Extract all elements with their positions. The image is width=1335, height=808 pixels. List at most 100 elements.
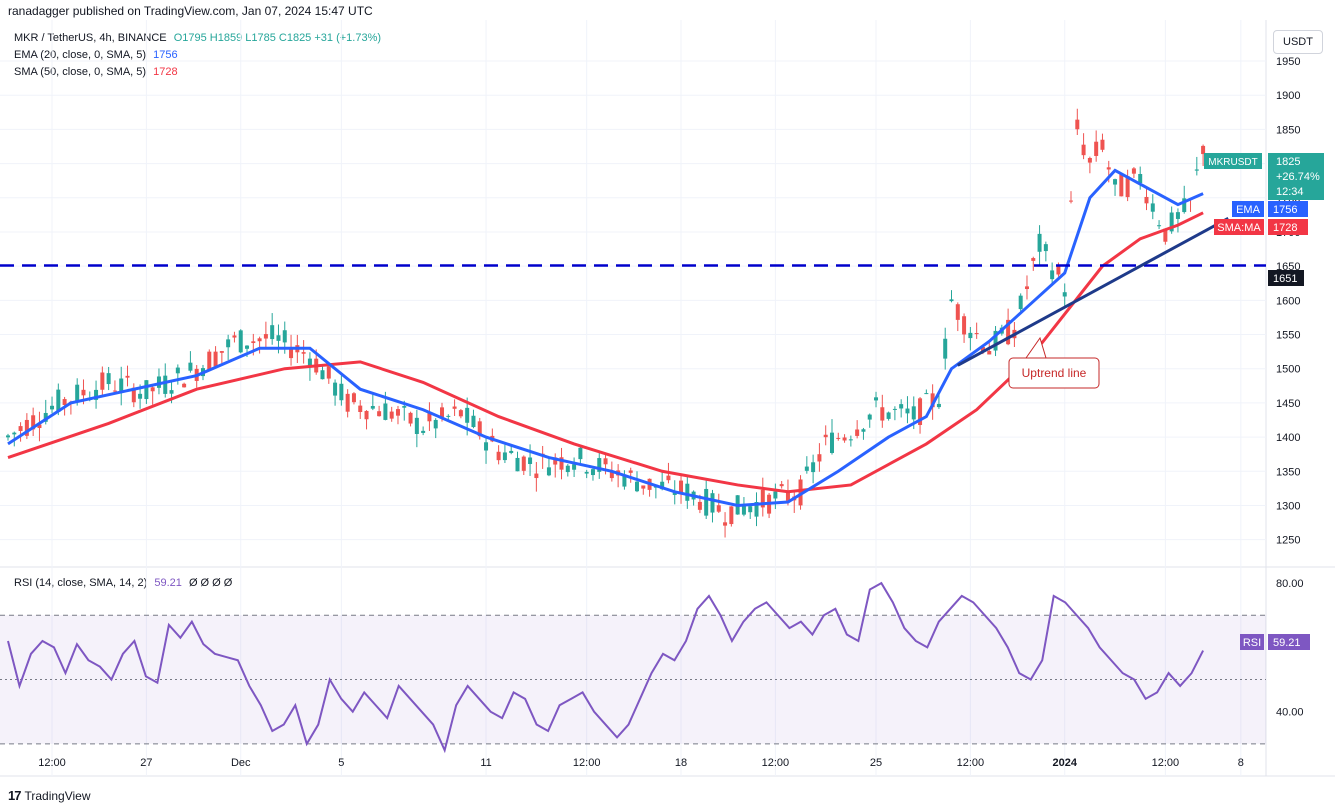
candle-body xyxy=(138,393,143,399)
candle xyxy=(1182,185,1187,214)
candle xyxy=(597,451,602,479)
candle-body xyxy=(24,419,29,436)
candle xyxy=(1169,206,1174,234)
candle-body xyxy=(389,411,394,419)
candle xyxy=(333,379,338,406)
candle-body xyxy=(1075,119,1080,130)
candle xyxy=(855,420,860,439)
candle xyxy=(1087,156,1092,174)
candle-body xyxy=(1175,212,1180,219)
candle xyxy=(207,349,212,370)
candle xyxy=(232,331,237,343)
candle-body xyxy=(980,347,985,352)
candle-body xyxy=(395,409,400,416)
candle-body xyxy=(603,458,608,465)
candle xyxy=(968,326,973,351)
candle-body xyxy=(924,393,929,395)
candle-body xyxy=(572,464,577,470)
candle-body xyxy=(848,439,853,441)
candle xyxy=(798,475,803,510)
candle xyxy=(616,464,621,488)
candle-body xyxy=(106,373,111,385)
candle-body xyxy=(1018,295,1023,310)
uptrend-callout[interactable]: Uptrend line xyxy=(1008,336,1100,389)
tradingview-mark-icon: 17 xyxy=(8,788,22,803)
level-tag-value: 1651 xyxy=(1273,273,1297,285)
candle-body xyxy=(188,362,193,371)
rsi-axis[interactable]: 40.00 80.00 xyxy=(1276,578,1304,719)
candle-body xyxy=(1201,145,1206,155)
candle-body xyxy=(471,415,476,428)
candle xyxy=(867,413,872,428)
candle-body xyxy=(590,469,595,476)
rsi-tag: RSI 59.21 xyxy=(1240,634,1310,650)
candle-body xyxy=(477,421,482,437)
candle-body xyxy=(559,457,564,470)
candle xyxy=(1075,108,1080,135)
uptrend-line[interactable] xyxy=(957,216,1229,367)
candle-body xyxy=(760,489,765,508)
uptrend-label: Uptrend line xyxy=(1022,366,1087,380)
tradingview-logo[interactable]: 17 TradingView xyxy=(8,788,91,803)
candle xyxy=(578,446,583,464)
candle xyxy=(817,443,822,472)
candle-body xyxy=(679,480,684,493)
candle-body xyxy=(56,389,61,412)
ema-legend[interactable]: EMA (20, close, 0, SMA, 5) 1756 xyxy=(14,49,178,61)
candle-body xyxy=(458,410,463,417)
candle-body xyxy=(723,522,728,526)
candle-body xyxy=(12,432,17,435)
candle-body xyxy=(1037,233,1042,252)
candle xyxy=(955,302,960,332)
candle xyxy=(628,467,633,483)
candle xyxy=(37,411,42,442)
candle-body xyxy=(578,447,583,460)
candle xyxy=(263,321,268,348)
candle-body xyxy=(351,393,356,403)
candle-body xyxy=(672,492,677,495)
candle xyxy=(119,366,124,406)
candle xyxy=(502,444,507,464)
currency-button[interactable]: USDT xyxy=(1273,30,1323,54)
rsi-tick-label: 80.00 xyxy=(1276,578,1304,590)
candle-body xyxy=(962,316,967,335)
candle-body xyxy=(666,475,671,481)
time-axis[interactable]: 12:00 27 Dec 5 11 12:00 18 12:00 25 12:00 2024 12:0… xyxy=(38,757,1244,769)
candle-body xyxy=(440,407,445,418)
candle xyxy=(553,453,558,478)
candle-body xyxy=(1125,176,1130,198)
level-tag: 1651 xyxy=(1268,270,1304,286)
candle-body xyxy=(899,404,904,409)
time-tick-label: 2024 xyxy=(1052,757,1077,769)
candle-body xyxy=(1113,179,1118,185)
candle-body xyxy=(817,454,822,462)
candle xyxy=(1043,241,1048,262)
candles xyxy=(6,108,1206,538)
candle xyxy=(1125,169,1130,202)
time-tick-label: 12:00 xyxy=(957,757,985,769)
sma-legend[interactable]: SMA (50, close, 0, SMA, 5) 1728 xyxy=(14,66,178,78)
rsi-legend[interactable]: RSI (14, close, SMA, 14, 2) 59.21 Ø Ø Ø … xyxy=(14,577,232,589)
candle-body xyxy=(1194,169,1199,171)
candle xyxy=(892,406,897,421)
candle xyxy=(270,313,275,345)
candle xyxy=(226,334,231,360)
candle-body xyxy=(383,403,388,420)
price-axis[interactable]: 1250130013501400145015001550160016501700… xyxy=(1276,56,1300,547)
candle-body xyxy=(1150,203,1155,212)
candle xyxy=(100,366,105,397)
time-tick-label: 27 xyxy=(140,757,152,769)
candle xyxy=(528,444,533,476)
sma-tag: SMA:MA 1728 xyxy=(1214,219,1308,235)
ema-legend-label: EMA (20, close, 0, SMA, 5) xyxy=(14,49,147,61)
candle-body xyxy=(408,412,413,424)
candle xyxy=(590,467,595,481)
candle xyxy=(427,402,432,431)
candle-body xyxy=(245,345,250,349)
candle-body xyxy=(748,506,753,513)
ema-legend-value: 1756 xyxy=(153,49,178,61)
candle-body xyxy=(414,417,419,434)
ema-tag-label: EMA xyxy=(1236,204,1261,216)
candle xyxy=(1094,130,1099,162)
